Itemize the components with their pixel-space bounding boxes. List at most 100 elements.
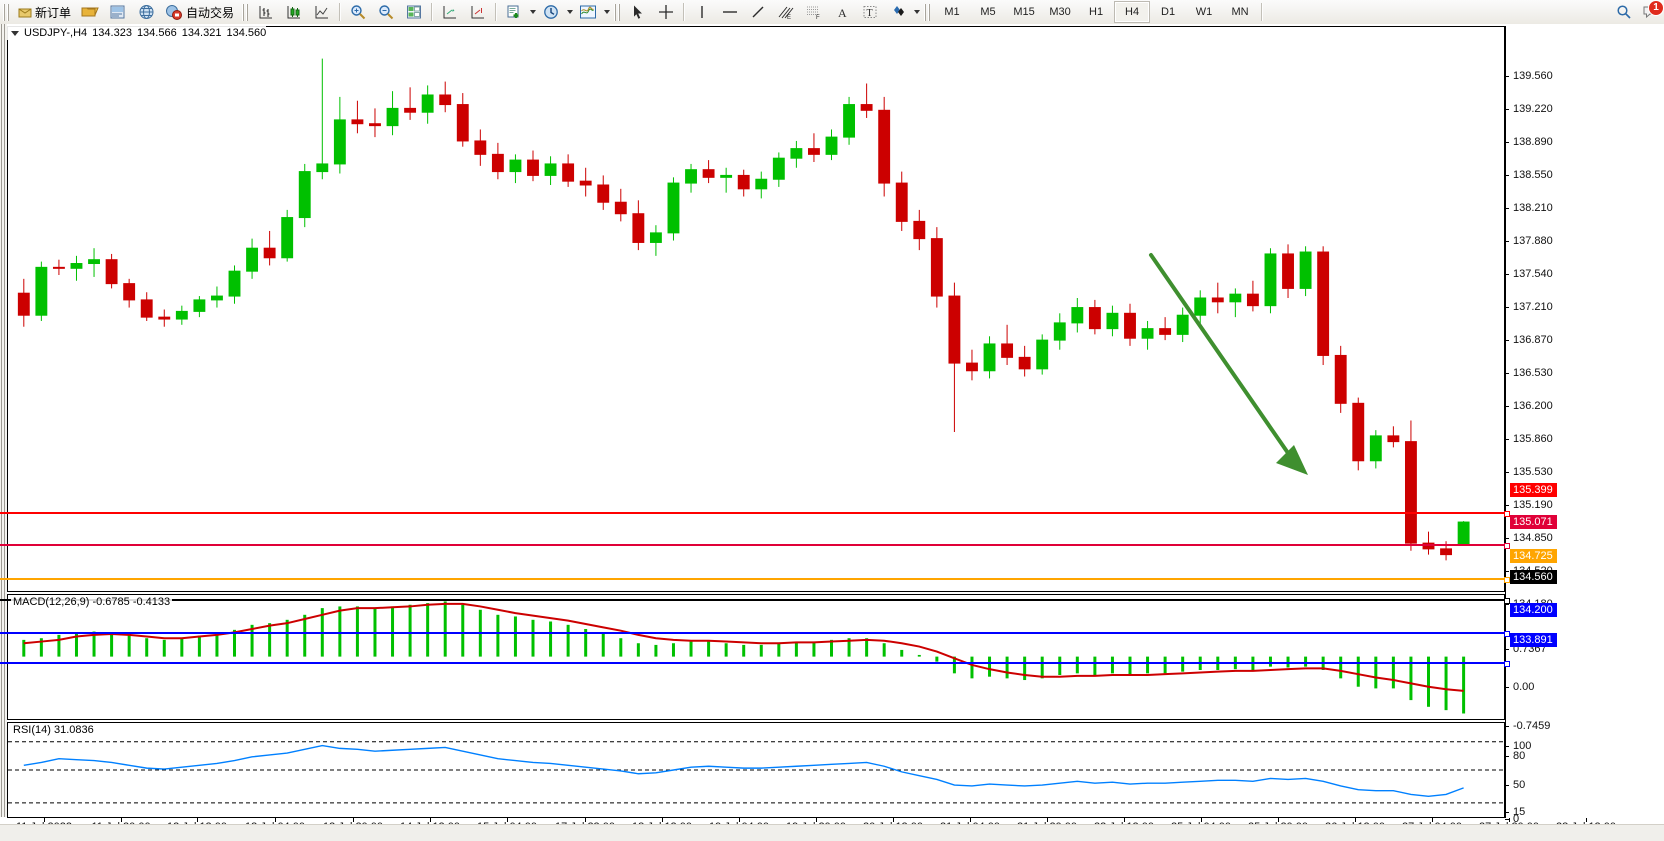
price-line-handle[interactable] (1504, 631, 1510, 637)
candlestick-chart-icon[interactable] (280, 0, 308, 24)
axis-tick (1505, 538, 1509, 539)
price-axis-line (1505, 26, 1506, 818)
tile-windows-icon[interactable] (400, 0, 428, 24)
axis-tick-label: -0.7459 (1513, 720, 1551, 732)
candle (544, 156, 557, 185)
support-line-1-tag[interactable]: 134.200 (1510, 603, 1557, 617)
period-icon[interactable] (537, 0, 565, 24)
fibonacci-icon[interactable]: F (800, 0, 828, 24)
timeframe-h4[interactable]: H4 (1114, 1, 1151, 23)
pivot-line[interactable] (0, 577, 1510, 583)
candlestick-plot (17, 58, 1470, 561)
toolbar-grip[interactable] (3, 3, 10, 21)
chart-shift-icon[interactable] (436, 0, 464, 24)
price-line-handle[interactable] (1504, 543, 1510, 549)
text-icon[interactable]: A (828, 0, 856, 24)
axis-tick (1505, 571, 1509, 572)
candle (211, 286, 223, 308)
timeframe-group: M1 M5 M15 M30 H1 H4 D1 W1 MN (934, 1, 1258, 23)
bar-chart-icon[interactable] (252, 0, 280, 24)
timeframe-h1[interactable]: H1 (1089, 6, 1104, 18)
pivot-line-tag[interactable]: 134.725 (1510, 549, 1557, 563)
chart-autoscroll-icon[interactable] (464, 0, 492, 24)
price-line-handle[interactable] (1504, 598, 1510, 604)
candle (1141, 320, 1154, 350)
toolbar-grip-2[interactable] (242, 3, 250, 21)
support-line-2[interactable] (0, 661, 1510, 667)
last-price-line[interactable] (0, 598, 1510, 604)
candle (1018, 345, 1031, 377)
add-indicator-icon[interactable] (500, 0, 528, 24)
price-axis[interactable]: 139.560 139.220 138.890 138.550 138.210 137.8… (1505, 26, 1664, 825)
resistance-line-1[interactable] (0, 511, 1510, 517)
vertical-line-icon[interactable] (688, 0, 716, 24)
support-line-2-tag[interactable]: 133.891 (1510, 633, 1557, 647)
candle (649, 225, 662, 256)
price-line-handle[interactable] (1504, 661, 1510, 667)
candle (913, 209, 926, 251)
price-pane[interactable] (7, 26, 1505, 592)
axis-tick (1505, 340, 1509, 341)
timeframe-m30[interactable]: M30 (1049, 6, 1071, 18)
ohlc-high: 134.566 (136, 27, 177, 39)
templates-icon[interactable] (574, 0, 602, 24)
toolbar-grip-4[interactable] (924, 3, 932, 21)
timeframe-mn[interactable]: MN (1231, 6, 1249, 18)
text-label-icon[interactable]: T (856, 0, 884, 24)
candle (70, 255, 83, 281)
candle (386, 91, 399, 136)
candle (439, 81, 452, 113)
resistance-line-1-tag[interactable]: 135.399 (1510, 483, 1557, 497)
crosshair-icon[interactable] (652, 0, 680, 24)
toolbar-grip-3[interactable] (614, 3, 622, 21)
zoom-in-icon[interactable] (344, 0, 372, 24)
horizontal-line-icon[interactable] (716, 0, 744, 24)
ohlc-open: 134.323 (92, 27, 132, 39)
search-icon[interactable] (1610, 0, 1638, 24)
time-axis-tick (1432, 818, 1433, 822)
add-indicator-dropdown[interactable] (528, 1, 537, 23)
line-chart-icon[interactable] (308, 0, 336, 24)
timeframe-d1[interactable]: D1 (1161, 6, 1176, 18)
resistance-line-2-tag[interactable]: 135.071 (1510, 515, 1557, 529)
alert-bell-icon[interactable]: 1 (1638, 0, 1664, 23)
period-dropdown[interactable] (565, 1, 574, 23)
candle (105, 253, 118, 289)
last-price-line-tag[interactable]: 134.560 (1510, 570, 1557, 584)
timeframe-m5[interactable]: M5 (980, 6, 996, 18)
chart-area[interactable]: USDJPY-,H4 134.323 134.566 134.321 134.5… (0, 24, 1664, 841)
candle (702, 160, 715, 184)
main-toolbar: 新订单 自动交易 (0, 0, 1664, 25)
new-order-button[interactable]: 新订单 (13, 0, 76, 24)
ohlc-close: 134.560 (226, 27, 267, 39)
templates-dropdown[interactable] (602, 1, 611, 23)
folder-icon[interactable] (76, 0, 104, 24)
rsi-pane[interactable]: RSI(14) 31.0836 (7, 722, 1505, 818)
new-order-label: 新订单 (35, 5, 72, 20)
macd-pane[interactable]: MACD(12,26,9) -0.6785 -0.4133 (7, 594, 1505, 720)
price-line-handle[interactable] (1504, 511, 1510, 517)
globe-icon[interactable] (132, 0, 160, 24)
price-line-handle[interactable] (1504, 577, 1510, 583)
resistance-line-2[interactable] (0, 543, 1510, 549)
timeframe-w1[interactable]: W1 (1195, 6, 1213, 18)
downtrend-arrow[interactable] (1149, 253, 1308, 475)
auto-trading-button[interactable]: 自动交易 (160, 0, 239, 24)
candle (825, 129, 838, 161)
candle (1071, 297, 1084, 333)
trendline-icon[interactable] (744, 0, 772, 24)
candle (246, 238, 259, 279)
axis-tick-label: 136.200 (1513, 400, 1553, 412)
shapes-icon[interactable] (884, 0, 912, 24)
equidistant-channel-icon[interactable]: E (772, 0, 800, 24)
timeframe-m15[interactable]: M15 (1013, 6, 1035, 18)
cursor-icon[interactable] (624, 0, 652, 24)
zoom-out-icon[interactable] (372, 0, 400, 24)
template-icon[interactable] (104, 0, 132, 24)
timeframe-m1[interactable]: M1 (944, 6, 960, 18)
shapes-dropdown[interactable] (912, 1, 921, 23)
time-axis-tick (1124, 818, 1125, 822)
time-axis-tick (970, 818, 971, 822)
support-line-1[interactable] (0, 631, 1510, 637)
chart-menu-caret-icon[interactable] (11, 30, 19, 36)
